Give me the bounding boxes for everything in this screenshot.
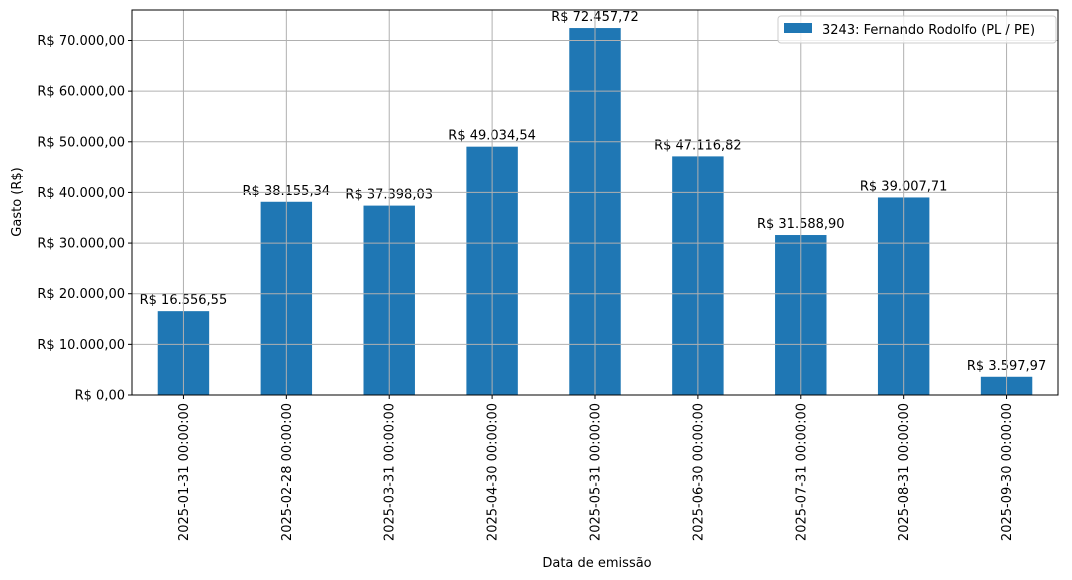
x-tick-label: 2025-01-31 00:00:00 (177, 403, 192, 541)
x-axis: 2025-01-31 00:00:00 2025-02-28 00:00:00 20… (177, 395, 1015, 541)
y-tick-label: R$ 10.000,00 (37, 338, 125, 353)
x-tick-label: 2025-06-30 00:00:00 (691, 403, 706, 541)
x-tick-label: 2025-05-31 00:00:00 (589, 403, 604, 541)
y-tick-label: R$ 20.000,00 (37, 287, 125, 302)
x-tick-label: 2025-07-31 00:00:00 (794, 403, 809, 541)
y-tick-label: R$ 40.000,00 (37, 186, 125, 201)
legend-box (777, 15, 1057, 44)
legend-swatch (784, 23, 812, 33)
x-tick-label: 2025-03-31 00:00:00 (383, 403, 398, 541)
y-tick-label: R$ 30.000,00 (37, 237, 125, 252)
y-axis-label: Gasto (R$) (10, 167, 25, 236)
y-tick-label: R$ 60.000,00 (37, 85, 125, 100)
y-tick-label: R$ 0,00 (75, 389, 125, 404)
bars: R$ 16.556,55R$ 38.155,34 R$ 37.398,03R$ 4… (140, 10, 1046, 395)
legend: 3243: Fernando Rodolfo (PL / PE) (777, 15, 1057, 44)
y-axis: R$ 0,00 R$ 10.000,00 R$ 20.000,00 R$ 30.000… (37, 34, 132, 404)
legend-label: 3243: Fernando Rodolfo (PL / PE) (822, 23, 1035, 38)
y-tick-label: R$ 50.000,00 (37, 135, 125, 150)
x-tick-label: 2025-04-30 00:00:00 (486, 403, 501, 541)
y-tick-label: R$ 70.000,00 (37, 34, 125, 49)
x-tick-label: 2025-08-31 00:00:00 (897, 403, 912, 541)
x-axis-label: Data de emissão (542, 556, 651, 571)
x-tick-label: 2025-09-30 00:00:00 (1000, 403, 1015, 541)
x-tick-label: 2025-02-28 00:00:00 (280, 403, 295, 541)
